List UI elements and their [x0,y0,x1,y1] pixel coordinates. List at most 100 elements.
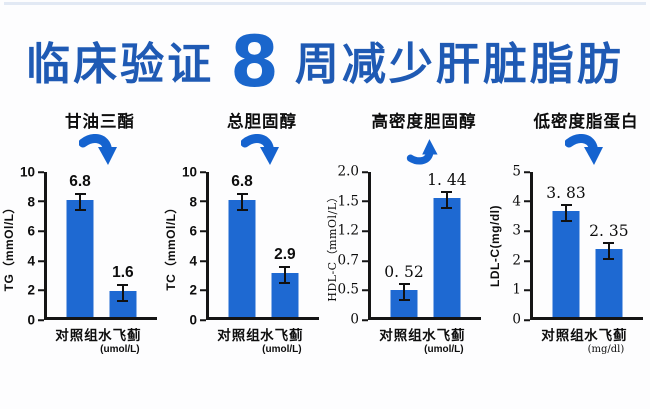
x-category-label: 水飞蓟 [98,328,142,343]
tick-mark [362,289,368,292]
bar-control-group: 6.8 [228,173,256,317]
y-axis-label-tc: TC（mmOl/L） [164,201,178,291]
y-tick-label: 2 [512,254,530,268]
x-category-control-group: 对照组 [379,324,423,344]
y-tick-label: 1 [512,283,530,298]
x-category-label: 水飞蓟 [422,328,466,343]
error-bar [74,192,86,211]
tick-mark [38,230,44,233]
tick-mark [362,259,368,262]
y-axis-ticks-tg: 10 8 6 4 2 0 [17,165,44,326]
y-tick-label: 0 [512,313,530,327]
bar-control-group: 3. 83 [546,184,586,317]
tick-mark [38,289,44,292]
chart-hdl-cholesterol: 高密度胆固醇 HDL-C（mmOl/L） 2.0 1.5 1.2 0.7 0.5 0 0.… [324,108,486,358]
y-tick-label: 0 [189,313,206,327]
bar-value-label: 2. 35 [589,221,629,240]
y-tick-label: 8 [27,195,44,209]
error-bar [398,283,410,302]
x-category-label: 对照组 [217,328,261,343]
y-tick-label: 4 [512,194,530,209]
y-axis-ticks-ldl: 5 4 3 2 1 0 [503,165,530,326]
page-title: 临床验证 8 周减少肝脏脂肪 [0,0,650,106]
y-tick-label: 4 [189,254,206,268]
y-tick-label: 10 [182,165,206,179]
error-bar [441,191,453,210]
tick-mark [200,230,206,233]
tick-mark [38,171,44,173]
bar-value-label: 6.8 [69,172,91,190]
trend-down-arrow-icon [38,134,162,169]
tick-mark [38,259,44,262]
tick-mark [200,289,206,292]
bar-silymarin: 2.9 [271,246,299,317]
tick-mark [362,171,368,173]
y-tick-label: 2.0 [338,165,368,179]
y-tick-label: 0.5 [338,283,368,298]
tick-mark [524,289,530,292]
chart-title-total-cholesterol: 总胆固醇 [227,113,297,131]
error-bar [117,283,129,302]
y-tick-label: 2 [189,284,206,298]
y-axis-label-tg: TG（mmOl/L） [2,200,16,292]
x-category-control-group: 对照组 [217,324,261,344]
x-category-label: 对照组 [379,328,423,343]
tick-mark [524,230,530,233]
tick-mark [362,200,368,203]
x-category-silymarin: 水飞蓟 (umol/L) [98,324,142,355]
tick-mark [38,200,44,203]
y-axis-ticks-tc: 10 8 6 4 2 0 [179,165,206,326]
y-tick-label: 0.7 [338,254,368,268]
bar-silymarin: 2. 35 [589,222,629,317]
x-category-unit: (umol/L) [262,344,302,355]
y-tick-label: 5 [512,165,530,179]
y-tick-label: 2 [27,284,44,298]
x-category-label: 水飞蓟 [260,328,304,343]
tick-mark [524,259,530,262]
x-category-unit: (umol/L) [100,344,140,355]
tick-mark [200,319,206,321]
y-tick-label: 4 [27,254,44,268]
bar-silymarin: 1. 44 [427,171,467,317]
error-bar [603,241,615,260]
trend-down-arrow-icon [200,134,324,169]
tick-mark [362,319,368,321]
plot-area-tc: 6.8 2.9 [206,172,319,320]
top-divider-line [4,2,646,5]
title-part-1: 临床验证 [26,39,215,90]
x-axis-labels-tc: 对照组 水飞蓟 (umol/L) [206,320,316,358]
x-category-unit: (mg/dl) [587,344,625,355]
y-tick-label: 6 [189,224,206,238]
title-number-8: 8 [230,20,279,103]
bar-value-label: 2.9 [274,245,296,263]
y-tick-label: 0 [27,313,44,327]
error-bar [279,265,291,284]
tick-mark [38,319,44,321]
x-category-label: 对照组 [541,328,585,343]
chart-title-hdl-cholesterol: 高密度胆固醇 [371,113,477,131]
y-tick-label: 10 [20,165,44,179]
x-category-label: 水飞蓟 [584,328,628,343]
chart-ldl-lipoprotein: 低密度脂蛋白 LDL-C(mg/dl) 5 4 3 2 1 0 3. 83 2. 35 对照… [486,108,648,358]
x-category-control-group: 对照组 [541,324,585,344]
chart-title-triglycerides: 甘油三酯 [65,113,135,131]
tick-mark [200,171,206,173]
tick-mark [524,200,530,203]
x-category-silymarin: 水飞蓟 (umol/L) [260,324,304,355]
x-category-control-group: 对照组 [55,324,99,344]
plot-area-ldl: 3. 83 2. 35 [530,172,643,320]
y-tick-label: 6 [27,224,44,238]
y-tick-label: 3 [512,224,530,238]
y-tick-label: 0 [350,313,368,327]
x-category-silymarin: 水飞蓟 (umol/L) [422,324,466,355]
tick-mark [200,200,206,203]
x-axis-labels-hdl: 对照组 水飞蓟 (umol/L) [368,320,478,358]
bar-control-group: 6.8 [66,173,94,317]
tick-mark [524,319,530,321]
x-category-silymarin: 水飞蓟 (mg/dl) [584,324,628,355]
bar-control-group: 0. 52 [384,263,424,317]
y-axis-label-ldl: LDL-C(mg/dl) [487,205,502,287]
y-tick-label: 1.2 [338,224,368,238]
bar-value-label: 3. 83 [546,184,586,203]
